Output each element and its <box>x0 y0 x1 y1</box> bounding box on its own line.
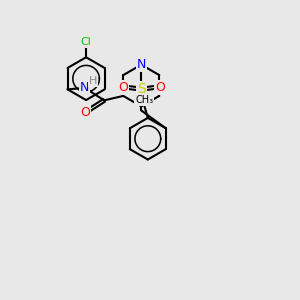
Text: O: O <box>118 81 128 94</box>
Text: H: H <box>89 76 97 86</box>
Text: O: O <box>155 81 165 94</box>
Text: Cl: Cl <box>81 37 92 47</box>
Text: O: O <box>80 106 90 119</box>
Text: N: N <box>80 81 89 94</box>
Text: CH₃: CH₃ <box>135 95 153 105</box>
Text: N: N <box>136 58 146 71</box>
Text: S: S <box>137 82 146 96</box>
